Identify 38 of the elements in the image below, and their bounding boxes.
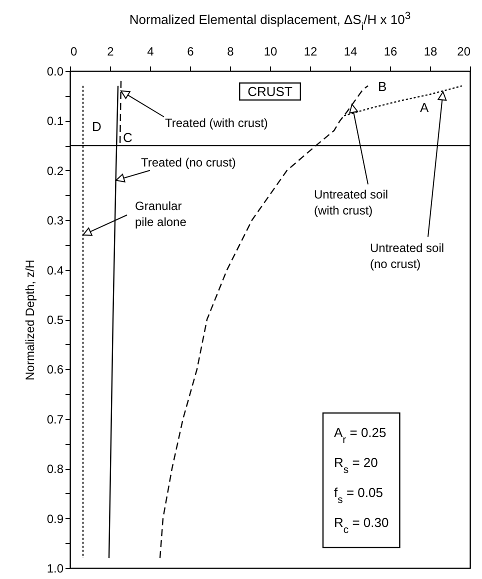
x-tick-label: 8 — [227, 44, 234, 58]
y-tick-label: 0.1 — [46, 114, 64, 128]
y-tick-label: 0.5 — [46, 313, 64, 327]
x-tick-label: 18 — [424, 44, 438, 58]
x-tick-label: 6 — [187, 44, 194, 58]
annotation: Treated (with crust) — [165, 116, 268, 130]
y-tick-label: 0.8 — [46, 462, 64, 476]
x-tick-label: 14 — [344, 44, 358, 58]
series-label: C — [123, 130, 132, 145]
series-label: B — [378, 79, 387, 94]
y-axis-title: Normalized Depth, z/H — [22, 260, 37, 380]
y-tick-label: 0.6 — [46, 362, 64, 377]
annotation: A$_{r}$ = 0.25 — [334, 425, 386, 446]
annotation: CRUST — [248, 84, 292, 99]
x-axis-title: Normalized Elemental displacement, ΔS$_{i}$/H x 10$^{3}$ — [129, 10, 411, 32]
annotation: R$_{s}$ = 20 — [334, 455, 378, 476]
x-tick-label: 0 — [70, 44, 78, 58]
y-tick-label: 0.4 — [46, 263, 64, 278]
x-tick-label: 12 — [304, 44, 318, 58]
annotation: Treated (no crust) — [141, 155, 236, 170]
annotation: Untreated soil (with crust) — [314, 187, 388, 218]
annotation: f$_{s}$ = 0.05 — [334, 485, 383, 506]
x-tick-label: 10 — [264, 44, 278, 58]
y-tick-label: 0.9 — [46, 512, 64, 526]
x-tick-label: 16 — [384, 44, 398, 58]
series-label: A — [420, 100, 429, 115]
x-tick-label: 20 — [457, 44, 471, 58]
y-tick-label: 0.7 — [46, 412, 64, 426]
y-tick-label: 0.2 — [46, 164, 64, 178]
annotation: Untreated soil (no crust) — [370, 240, 444, 271]
y-tick-label: 0.0 — [46, 64, 64, 78]
annotation: R$_{c}$ = 0.30 — [334, 515, 389, 536]
y-tick-label: 0.3 — [46, 214, 64, 228]
annotation: Granular pile alone — [135, 199, 187, 230]
x-tick-label: 4 — [147, 44, 154, 58]
series-label: D — [92, 119, 102, 134]
y-tick-label: 1.0 — [46, 562, 64, 576]
x-tick-label: 2 — [107, 44, 114, 58]
